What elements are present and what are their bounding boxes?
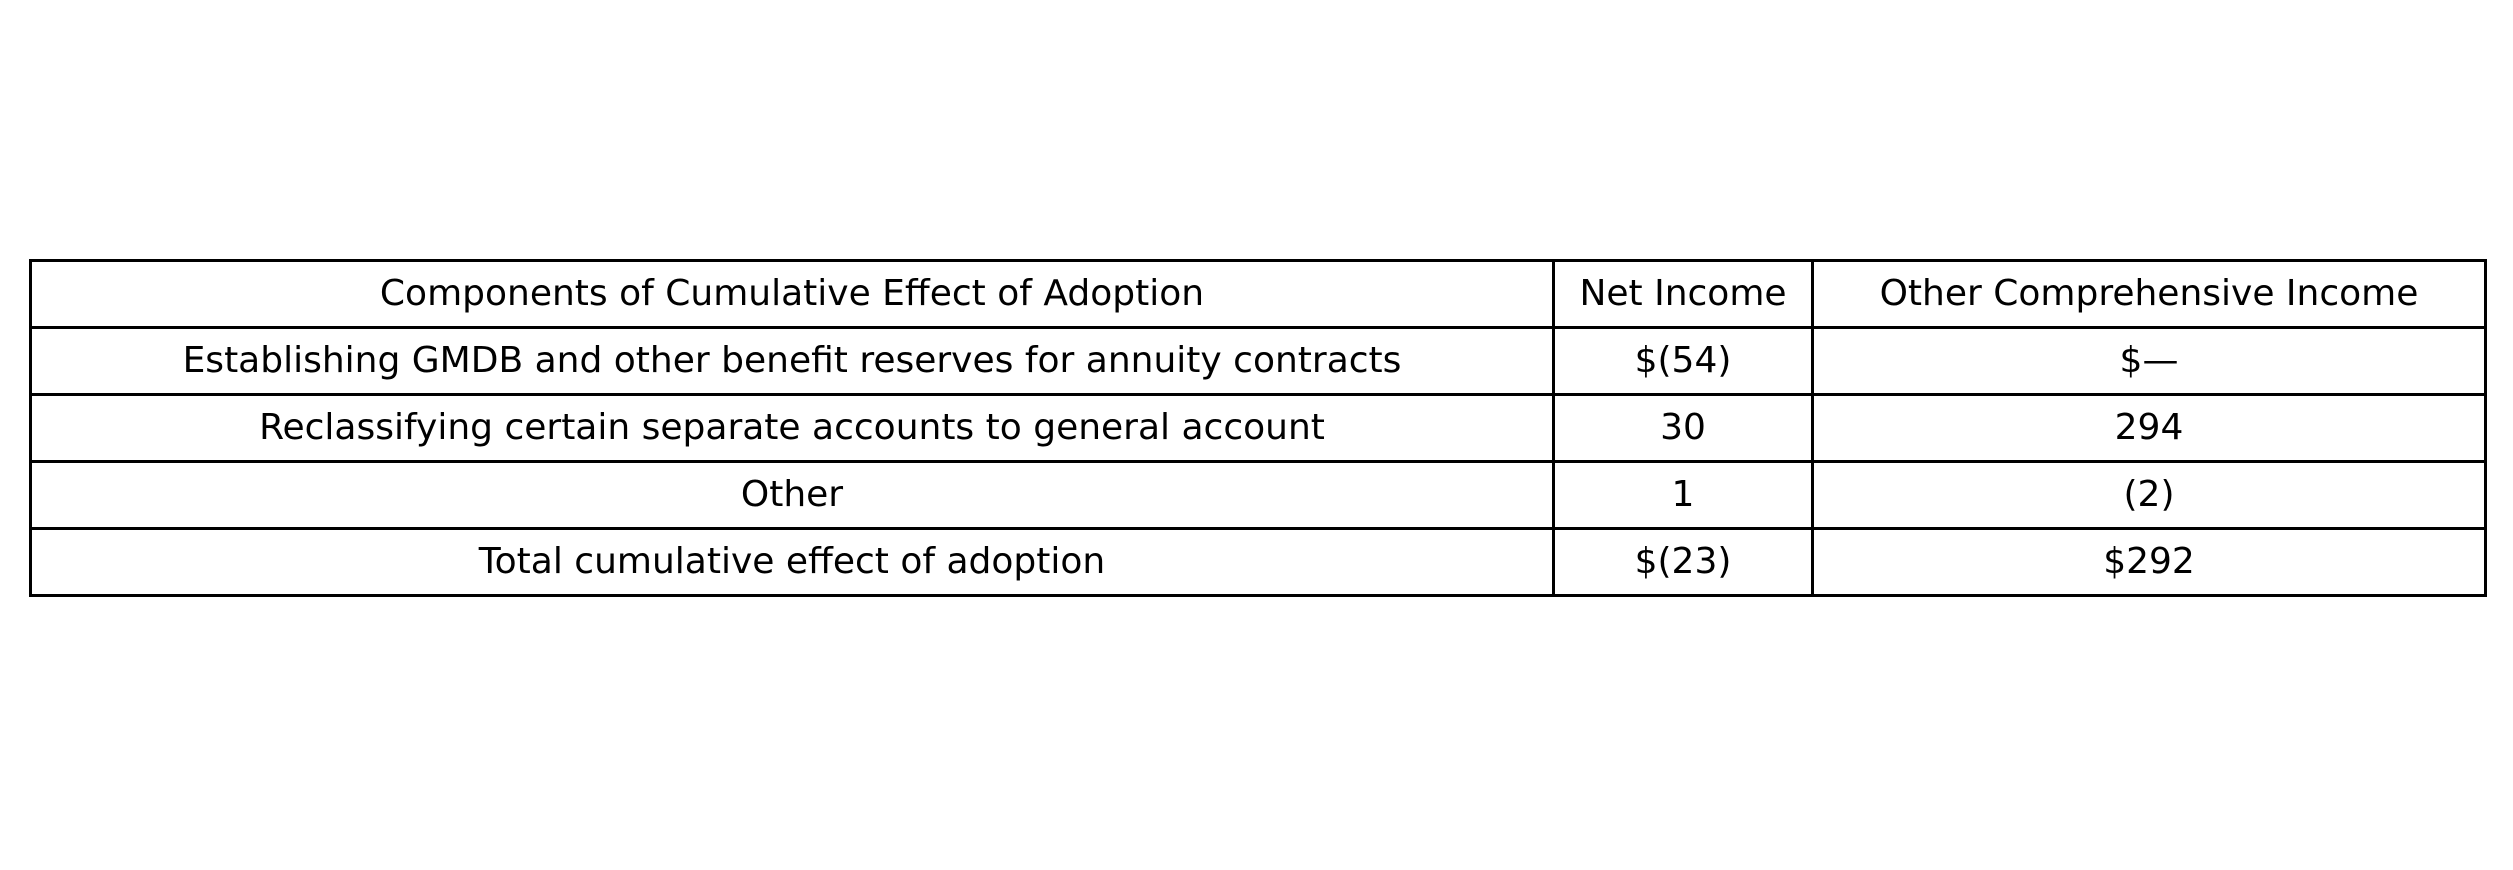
row-label: Establishing GMDB and other benefit rese… <box>29 326 1555 396</box>
row-label: Reclassifying certain separate accounts … <box>29 393 1555 463</box>
net-income-value: 1 <box>1552 460 1814 530</box>
table-row: Other 1 (2) <box>29 460 2487 530</box>
header-components: Components of Cumulative Effect of Adopt… <box>29 259 1555 329</box>
table-total-row: Total cumulative effect of adoption $(23… <box>29 527 2487 597</box>
net-income-value: 30 <box>1552 393 1814 463</box>
oci-value: $292 <box>1811 527 2487 597</box>
table-row: Reclassifying certain separate accounts … <box>29 393 2487 463</box>
table-header-row: Components of Cumulative Effect of Adopt… <box>29 259 2487 329</box>
adoption-effect-table: Components of Cumulative Effect of Adopt… <box>29 259 2487 597</box>
net-income-value: $(23) <box>1552 527 1814 597</box>
header-net-income: Net Income <box>1552 259 1814 329</box>
adoption-effect-table-container: Components of Cumulative Effect of Adopt… <box>29 259 2487 597</box>
table-row: Establishing GMDB and other benefit rese… <box>29 326 2487 396</box>
row-label: Other <box>29 460 1555 530</box>
net-income-value: $(54) <box>1552 326 1814 396</box>
oci-value: 294 <box>1811 393 2487 463</box>
header-other-comprehensive-income: Other Comprehensive Income <box>1811 259 2487 329</box>
oci-value: $— <box>1811 326 2487 396</box>
oci-value: (2) <box>1811 460 2487 530</box>
row-label: Total cumulative effect of adoption <box>29 527 1555 597</box>
